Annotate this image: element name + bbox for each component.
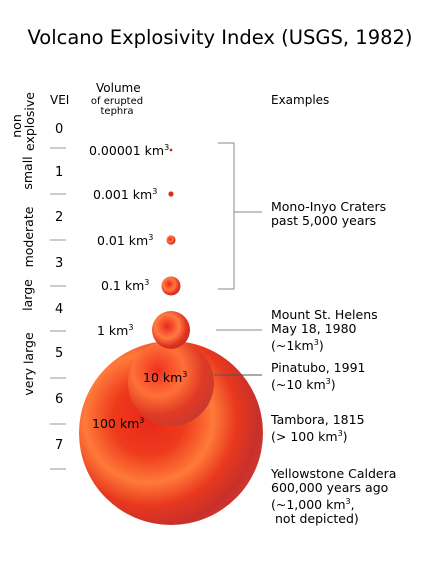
example-yellowstone-line3: (~1,000 km3, bbox=[271, 497, 355, 513]
volume-label-5-exp: 3 bbox=[128, 323, 134, 332]
volume-label-1-exp: 3 bbox=[164, 143, 170, 152]
volume-label-3-text: 0.01 km bbox=[97, 233, 149, 249]
vei-level-2: 2 bbox=[55, 210, 64, 225]
volume-label-6: 10 km3 bbox=[143, 370, 187, 385]
vei-level-5: 5 bbox=[55, 346, 64, 361]
example-pinatubo-line2: (~10 km3) bbox=[271, 377, 336, 393]
volume-label-3-exp: 3 bbox=[148, 233, 154, 242]
volume-label-4-exp: 3 bbox=[144, 278, 150, 287]
volume-label-4: 0.1 km3 bbox=[101, 278, 149, 293]
sphere-0.01-km3 bbox=[166, 235, 176, 245]
volume-label-5-text: 1 km bbox=[97, 323, 129, 339]
example-tambora: Tambora, 1815 (> 100 km3) bbox=[271, 413, 365, 444]
volume-subheader-2: tephra bbox=[100, 106, 134, 117]
sphere-0.00001-km3 bbox=[169, 148, 173, 152]
volume-label-7-text: 100 km bbox=[92, 416, 140, 432]
page-title: Volcano Explosivity Index (USGS, 1982) bbox=[27, 26, 413, 49]
example-mono-inyo-line2: past 5,000 years bbox=[271, 213, 377, 228]
vei-header: VEI bbox=[50, 93, 70, 107]
vei-level-4: 4 bbox=[55, 302, 64, 317]
example-yellowstone-line4: not depicted) bbox=[275, 511, 359, 527]
example-st-helens-line1: Mount St. Helens bbox=[271, 307, 378, 322]
example-pinatubo-line1: Pinatubo, 1991 bbox=[271, 360, 366, 375]
volume-label-1-text: 0.00001 km bbox=[89, 143, 165, 159]
example-st-helens-line2: May 18, 1980 bbox=[271, 321, 357, 336]
vei-level-7: 7 bbox=[55, 438, 64, 453]
volume-label-6-exp: 3 bbox=[182, 370, 188, 379]
sphere-10-km3 bbox=[128, 340, 214, 426]
volume-label-7-exp: 3 bbox=[139, 416, 145, 425]
mono-inyo-bracket bbox=[218, 142, 262, 290]
vei-level-0: 0 bbox=[55, 122, 64, 137]
vei-level-1: 1 bbox=[55, 165, 64, 180]
example-pinatubo: Pinatubo, 1991 (~10 km3) bbox=[271, 361, 365, 392]
volume-label-2: 0.001 km3 bbox=[93, 187, 157, 202]
examples-header: Examples bbox=[271, 93, 330, 107]
volume-label-3: 0.01 km3 bbox=[97, 233, 153, 248]
volume-label-6-text: 10 km bbox=[143, 370, 183, 386]
example-mono-inyo: Mono-Inyo Craters past 5,000 years bbox=[271, 200, 386, 228]
example-tambora-line2: (> 100 km3) bbox=[271, 429, 348, 445]
sphere-100-km3 bbox=[79, 341, 263, 525]
vei-level-3: 3 bbox=[55, 256, 64, 271]
vei-tick-lines bbox=[50, 147, 66, 470]
volume-label-2-exp: 3 bbox=[152, 187, 158, 196]
sphere-1-km3 bbox=[152, 311, 190, 349]
volume-label-4-text: 0.1 km bbox=[101, 278, 145, 294]
example-yellowstone-line1: Yellowstone Caldera bbox=[271, 467, 397, 481]
volume-subheader-1: of erupted bbox=[90, 96, 144, 107]
vei-level-6: 6 bbox=[55, 392, 64, 407]
example-yellowstone: Yellowstone Caldera 600,000 years ago (~… bbox=[271, 467, 436, 526]
volume-label-2-text: 0.001 km bbox=[93, 187, 153, 203]
example-st-helens-line3: (~1km3) bbox=[271, 338, 324, 354]
example-yellowstone-line2: 600,000 years ago bbox=[271, 480, 389, 495]
sphere-0.1-km3 bbox=[161, 276, 181, 296]
sphere-0.001-km3 bbox=[168, 191, 174, 197]
volume-label-5: 1 km3 bbox=[97, 323, 133, 338]
example-tambora-line1: Tambora, 1815 bbox=[271, 412, 365, 427]
volume-label-1: 0.00001 km3 bbox=[89, 143, 169, 158]
volume-label-7: 100 km3 bbox=[92, 416, 144, 431]
example-st-helens: Mount St. Helens May 18, 1980 (~1km3) bbox=[271, 308, 378, 353]
example-mono-inyo-line1: Mono-Inyo Craters bbox=[271, 199, 387, 214]
volume-header: Volume bbox=[96, 81, 141, 95]
